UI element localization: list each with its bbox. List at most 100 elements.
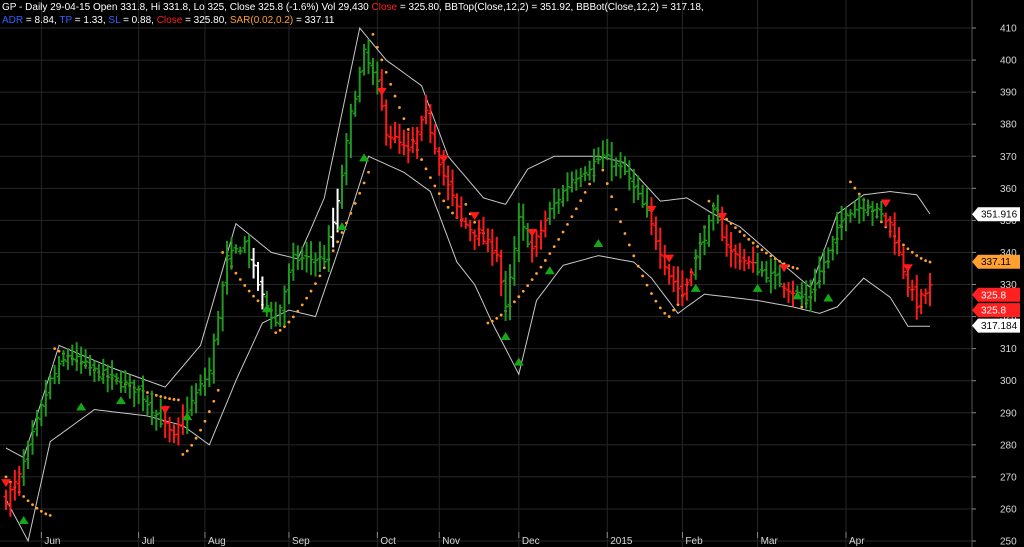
sar-dot	[340, 231, 344, 234]
price-marker-label: 325.8	[981, 290, 1006, 301]
price-bar	[419, 115, 425, 142]
sar-dot	[667, 315, 671, 318]
price-bar	[768, 258, 774, 294]
price-bar	[671, 266, 677, 293]
price-bar	[122, 370, 128, 394]
price-bar	[724, 224, 730, 257]
chart-header-line-2: ADR = 8.84, TP = 1.33, SL = 0.88, Close …	[2, 15, 334, 27]
sar-dot	[526, 284, 530, 288]
sar-dot	[499, 313, 503, 317]
sar-dot	[707, 199, 711, 203]
sar-dot	[384, 70, 388, 74]
price-marker-label: 317.184	[981, 321, 1018, 332]
price-bar	[445, 165, 451, 201]
sar-dot	[535, 272, 538, 275]
price-marker: 351.916	[972, 207, 1020, 222]
price-bar	[640, 184, 646, 208]
sar-dot	[252, 294, 255, 298]
price-bar	[361, 43, 367, 76]
price-bar	[175, 417, 181, 446]
sar-dot	[729, 222, 733, 225]
price-bar	[905, 269, 911, 298]
sar-dot	[561, 230, 565, 234]
price-bar	[343, 133, 349, 186]
adr-label: ADR	[2, 15, 24, 26]
sar-dot	[22, 495, 26, 498]
sar-dot	[464, 202, 468, 206]
price-bar	[242, 236, 248, 253]
chart-header-line-1: GP - Daily 29-04-15 Open 331.8, Hi 331.8…	[2, 2, 704, 14]
sar-dot	[672, 308, 675, 312]
sar-dot	[212, 399, 216, 403]
price-bar	[321, 245, 327, 267]
price-bar	[657, 227, 663, 269]
price-bar	[211, 333, 217, 384]
price-bar	[918, 289, 924, 315]
price-bar	[30, 420, 36, 455]
price-bar	[666, 263, 672, 285]
price-bar	[339, 164, 345, 209]
sar-dot	[305, 296, 309, 300]
price-bar	[618, 152, 624, 179]
price-bar	[87, 355, 93, 376]
price-bar	[458, 196, 464, 228]
price-bar	[352, 90, 358, 117]
buy-arrow	[115, 396, 126, 405]
price-bar	[847, 209, 853, 223]
sar-dot	[632, 254, 636, 258]
close-label: Close	[371, 2, 398, 13]
price-bar	[414, 126, 420, 159]
price-marker: 325.8	[972, 287, 1020, 302]
x-tick-label: Dec	[522, 536, 540, 547]
price-bar	[366, 38, 372, 74]
sar-dot	[433, 184, 437, 188]
sar-dot	[773, 257, 777, 261]
sell-arrow	[1, 479, 11, 488]
price-bar	[808, 279, 814, 313]
price-bar	[259, 276, 265, 310]
buy-arrow	[593, 239, 604, 248]
price-bar	[228, 237, 234, 270]
sar-dot	[367, 170, 370, 174]
sar-dot	[539, 265, 543, 269]
sar-dot	[451, 211, 454, 215]
tp-label: TP	[59, 15, 72, 26]
sar-dot	[48, 513, 52, 517]
x-tick-label: Jul	[142, 536, 155, 547]
sar-dot	[605, 182, 609, 185]
price-bar	[299, 246, 305, 271]
price-bar	[679, 270, 685, 307]
sar-dot	[521, 289, 525, 293]
x-tick-label: 2015	[610, 536, 633, 547]
sar-dot	[490, 319, 494, 323]
sell-arrow	[880, 199, 891, 208]
price-bar	[149, 390, 155, 426]
sar-dot	[588, 182, 591, 186]
buy-arrow	[690, 283, 701, 292]
price-bar	[140, 375, 146, 412]
sar-dot	[194, 436, 198, 440]
buy-arrow	[544, 266, 555, 275]
price-bar	[144, 395, 150, 416]
price-bar	[396, 123, 402, 154]
sell-arrow	[779, 264, 790, 273]
price-bar	[498, 249, 504, 297]
price-bar	[410, 127, 416, 153]
price-bar	[865, 199, 871, 217]
price-bar	[427, 104, 433, 144]
sar-value: = 337.11	[295, 15, 335, 26]
y-tick-label: 280	[1000, 440, 1017, 451]
sar-dot	[296, 309, 300, 313]
price-bar	[684, 278, 690, 301]
buy-arrow	[792, 291, 803, 300]
price-bar	[759, 261, 765, 277]
price-marker-tag	[972, 287, 1020, 302]
sar-dot	[146, 391, 149, 394]
sar-dot	[654, 299, 658, 303]
price-bar	[626, 160, 632, 191]
price-bar	[503, 270, 509, 321]
ticker-info: GP - Daily 29-04-15 Open 331.8, Hi 331.8…	[2, 2, 369, 13]
sar-dot	[583, 191, 587, 194]
price-bar	[467, 219, 473, 242]
